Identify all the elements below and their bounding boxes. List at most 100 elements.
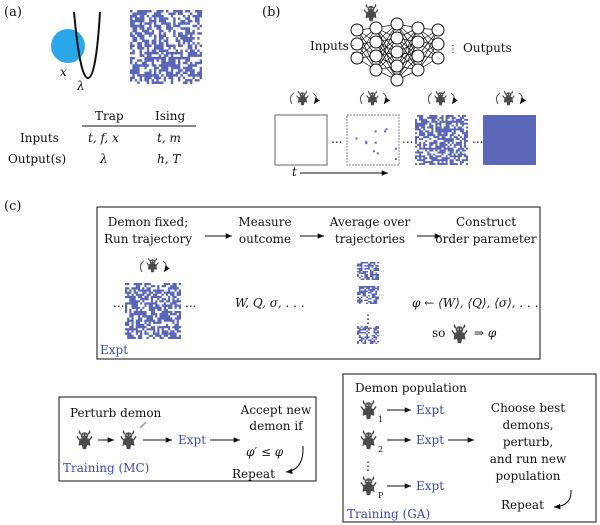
sparse-spin	[355, 137, 358, 140]
network-node	[390, 59, 404, 73]
network-node	[431, 23, 445, 37]
training-mc-box: Perturb demon Accept new demon if Expt φ…	[58, 396, 317, 482]
sparse-spin	[374, 141, 377, 144]
lattice-spins	[125, 283, 181, 339]
table-col-ising: Ising	[155, 109, 185, 123]
ga-repeat-label: Repeat	[501, 498, 544, 512]
network-outputs-label: Outputs	[463, 41, 512, 55]
stack-lattice-3	[357, 326, 384, 344]
ga-expt-1: Expt	[416, 403, 444, 417]
ga-demon-1-subscript: 1	[378, 415, 383, 424]
mc-demon-icon	[76, 429, 93, 450]
frame-full	[483, 115, 536, 165]
step-3-line-2: trajectories	[335, 232, 405, 246]
network-edge	[375, 23, 398, 71]
frame-ellipsis-1: ...	[331, 132, 342, 146]
demon-icon-4	[502, 89, 515, 106]
network-inputs-label: Inputs	[310, 39, 349, 53]
frame-ellipsis-3: ...	[472, 132, 483, 146]
trained-demon-icon	[451, 323, 468, 344]
table-col-trap: Trap	[95, 109, 124, 123]
sparse-spin	[376, 152, 379, 155]
panel-c-label: (c)	[4, 199, 21, 214]
expt-box-label: Expt	[100, 343, 128, 357]
mc-repeat-label: Repeat	[232, 467, 275, 481]
frame-sparse-spins	[355, 128, 397, 160]
order-parameter: φ ← ⟨W⟩, ⟨Q⟩, ⟨σ⟩, . . .	[412, 296, 539, 310]
perturb-demon-text: Perturb demon	[70, 406, 162, 420]
network-node	[390, 31, 404, 45]
step-4-line-1: Construct	[456, 215, 516, 229]
inputs-outputs-table: Trap Ising Inputs t, f, x t, m Output(s)…	[8, 109, 196, 166]
choose-line-1: Choose best	[491, 401, 565, 415]
ga-demon-2-subscript: 2	[378, 445, 383, 454]
choose-line-5: population	[496, 469, 561, 483]
ga-expt-p: Expt	[416, 479, 444, 493]
sparse-spin	[385, 128, 388, 131]
frame-mixed-lattice	[415, 115, 468, 165]
network-input-dots: ⋮	[348, 44, 358, 55]
step-4-line-2: order parameter	[435, 232, 536, 246]
network-edge	[396, 27, 419, 67]
table-row-inputs: Inputs	[20, 131, 59, 145]
trap-potential-curve	[73, 11, 101, 80]
demon-icon-2	[366, 89, 379, 106]
sparse-spin	[394, 158, 397, 160]
trajectory-lattice	[125, 283, 181, 339]
implies-phi: ⇒ φ	[474, 326, 497, 340]
network-node	[369, 21, 383, 35]
position-label: x	[60, 65, 67, 79]
so-text: so	[432, 326, 445, 340]
network-node	[411, 49, 425, 63]
mc-perturbed-demon-icon	[120, 429, 137, 450]
network-node	[350, 23, 364, 37]
frame-demons	[289, 89, 522, 106]
network-edge	[417, 29, 439, 71]
step-1-line-2: Run trajectory	[104, 232, 192, 246]
network-node	[390, 17, 404, 31]
trajectory-ellipsis-left: ...	[113, 296, 124, 310]
acceptance-condition: φ′ ≤ φ	[246, 445, 284, 459]
network-output-dots: ⋮	[448, 44, 458, 55]
ga-expt-2: Expt	[416, 433, 444, 447]
step-2-line-1: Measure	[238, 215, 291, 229]
lattice-spins	[357, 286, 379, 304]
sparse-spin	[373, 150, 375, 153]
network-node	[411, 63, 425, 77]
accept-line-1: Accept new	[240, 403, 312, 417]
frame-sparse	[346, 114, 400, 166]
stack-lattice-1	[357, 262, 384, 280]
choose-line-2: demons,	[502, 418, 553, 432]
trajectory-demon-icon	[146, 256, 159, 273]
step-1-line-1: Demon fixed;	[108, 215, 188, 229]
accept-line-2: demon if	[249, 419, 304, 433]
panel-a: (a) x λ Trap Ising Inputs t, f, x t, m O…	[4, 5, 202, 166]
panel-b-label: (b)	[262, 5, 280, 20]
perturb-mark	[139, 421, 147, 429]
table-cell-ising-outputs: h, T	[157, 152, 181, 166]
training-ga-title: Training (GA)	[347, 507, 430, 521]
stack-lattice-2	[357, 286, 384, 304]
training-ga-box: Demon population 1 Expt 2 Expt ⋮ P Expt …	[342, 373, 597, 523]
network-node	[369, 35, 383, 49]
network-node	[411, 35, 425, 49]
network-node	[390, 73, 404, 87]
frame-empty	[274, 114, 328, 166]
sparse-spin	[394, 147, 397, 150]
network-node	[350, 51, 364, 65]
time-axis-label: t	[292, 165, 297, 179]
ga-demon-p-subscript: P	[378, 491, 384, 500]
ga-demon-p-icon	[360, 475, 377, 496]
ga-demon-2-icon	[360, 429, 377, 450]
network-node	[350, 37, 364, 51]
step-2-line-2: outcome	[239, 232, 291, 246]
trap-parameter-label: λ	[76, 79, 85, 93]
choose-line-3: perturb,	[503, 435, 553, 449]
observables: W, Q, σ, . . .	[235, 296, 305, 310]
network-node	[390, 45, 404, 59]
table-row-outputs: Output(s)	[8, 152, 66, 166]
choose-line-4: and run new	[490, 452, 567, 466]
frame-ellipsis-2: ...	[402, 132, 413, 146]
network-node	[369, 49, 383, 63]
panel-a-label: (a)	[4, 5, 22, 20]
